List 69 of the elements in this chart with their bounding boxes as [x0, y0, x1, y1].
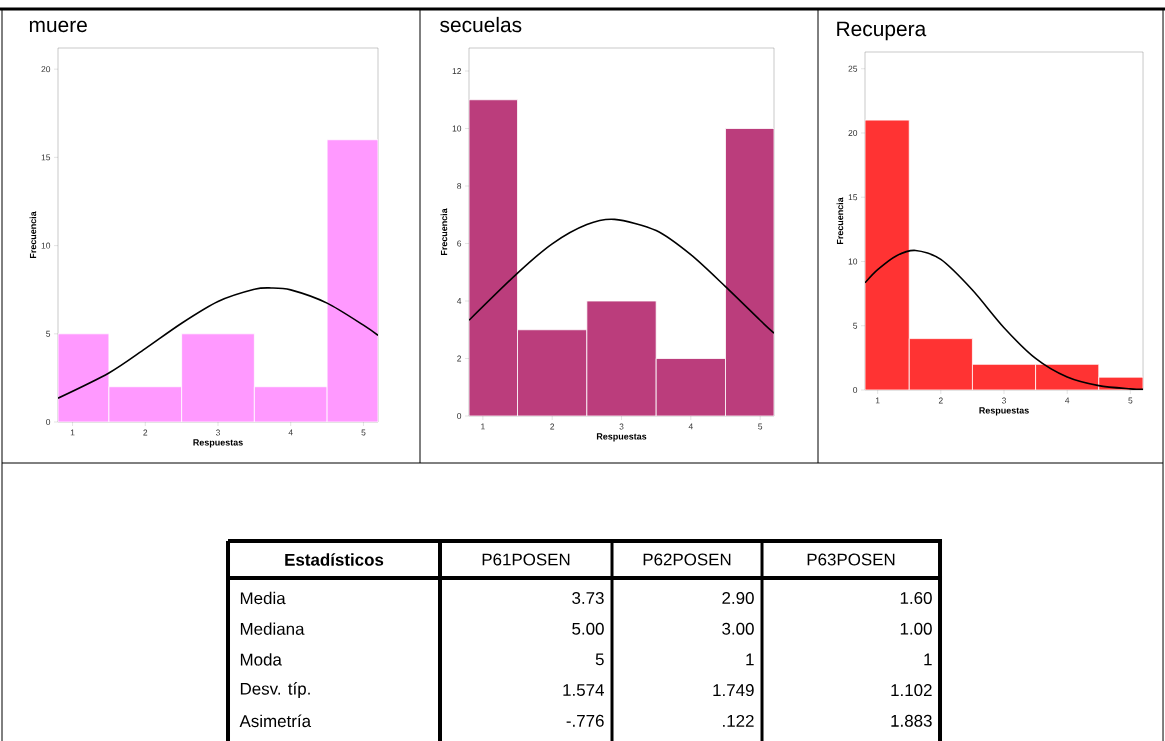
x-tick-label: 1 — [875, 397, 880, 404]
y-tick-label: 15 — [848, 194, 858, 201]
y-tick-label: 10 — [452, 125, 462, 132]
y-tick-label: 6 — [457, 240, 462, 247]
data-label: 1.883 — [891, 714, 932, 727]
x-tick-label: 1 — [481, 423, 485, 430]
data-label: .122 — [723, 714, 754, 727]
data-label: 1 — [924, 653, 932, 666]
data-label: -.776 — [566, 714, 604, 727]
y-axis-title: Frecuencia — [29, 211, 37, 259]
line-series — [58, 287, 378, 399]
category-label: Asimetría — [239, 714, 312, 728]
x-tick-label: 3 — [215, 429, 220, 436]
text: P63POSEN — [807, 553, 895, 566]
text: Estadísticos — [285, 553, 384, 566]
y-tick-label: 12 — [452, 68, 462, 74]
data-label: 1 — [746, 653, 754, 666]
data-label: 1.574 — [563, 684, 604, 697]
chart-title: muere — [29, 20, 87, 33]
category-label: Moda — [240, 653, 282, 666]
x-tick-label: 5 — [1128, 397, 1133, 404]
data-label: 5.00 — [572, 622, 604, 635]
text: P61POSEN — [482, 553, 570, 566]
x-tick-label: 2 — [550, 423, 555, 430]
x-axis-title: Respuestas — [596, 433, 647, 442]
x-tick-label: 2 — [938, 397, 943, 404]
data-label: 5 — [595, 653, 604, 666]
text: P62POSEN — [643, 553, 731, 566]
x-tick-label: 3 — [619, 423, 624, 430]
data-label: 1.60 — [900, 592, 932, 605]
line-series — [469, 218, 774, 334]
data-label: 1.749 — [713, 684, 754, 697]
y-tick-label: 4 — [456, 298, 462, 304]
y-tick-label: 5 — [46, 330, 51, 337]
x-tick-label: 5 — [758, 423, 763, 430]
y-tick-label: 10 — [848, 258, 858, 265]
data-label: 3.00 — [722, 622, 754, 635]
category-label: Media — [240, 591, 286, 605]
data-label: 1.102 — [891, 684, 932, 697]
data-label: 3.73 — [572, 592, 604, 605]
y-tick-label: 20 — [848, 129, 858, 136]
x-tick-label: 4 — [288, 429, 293, 436]
data-label: 2.90 — [722, 592, 754, 605]
x-tick-label: 4 — [688, 423, 693, 430]
x-axis-title: Respuestas — [979, 407, 1029, 416]
y-tick-label: 10 — [41, 242, 51, 249]
line-series — [865, 249, 1144, 390]
y-tick-label: 15 — [41, 154, 51, 161]
chart-title: Recupera — [837, 21, 927, 41]
x-tick-label: 5 — [361, 429, 366, 436]
y-tick-label: 20 — [41, 66, 51, 73]
category-label: Desv. típ. — [240, 682, 310, 699]
chart-title: secuelas — [440, 16, 522, 33]
x-tick-label: 2 — [143, 429, 148, 436]
y-tick-label: 5 — [853, 322, 858, 329]
x-tick-label: 4 — [1065, 397, 1070, 404]
y-tick-label: 0 — [457, 413, 462, 419]
y-tick-label: 2 — [457, 355, 462, 362]
y-tick-label: 25 — [848, 65, 858, 72]
category-label: Mediana — [240, 622, 305, 635]
x-axis-title: Respuestas — [193, 439, 243, 448]
x-tick-label: 1 — [70, 429, 75, 436]
y-axis-title: Frecuencia — [440, 208, 448, 256]
data-label: 1.00 — [900, 622, 932, 635]
y-tick-label: 0 — [853, 387, 858, 393]
y-axis-title: Frecuencia — [836, 197, 844, 245]
x-tick-label: 3 — [1001, 397, 1006, 404]
y-tick-label: 8 — [457, 183, 462, 189]
y-tick-label: 0 — [46, 419, 51, 425]
